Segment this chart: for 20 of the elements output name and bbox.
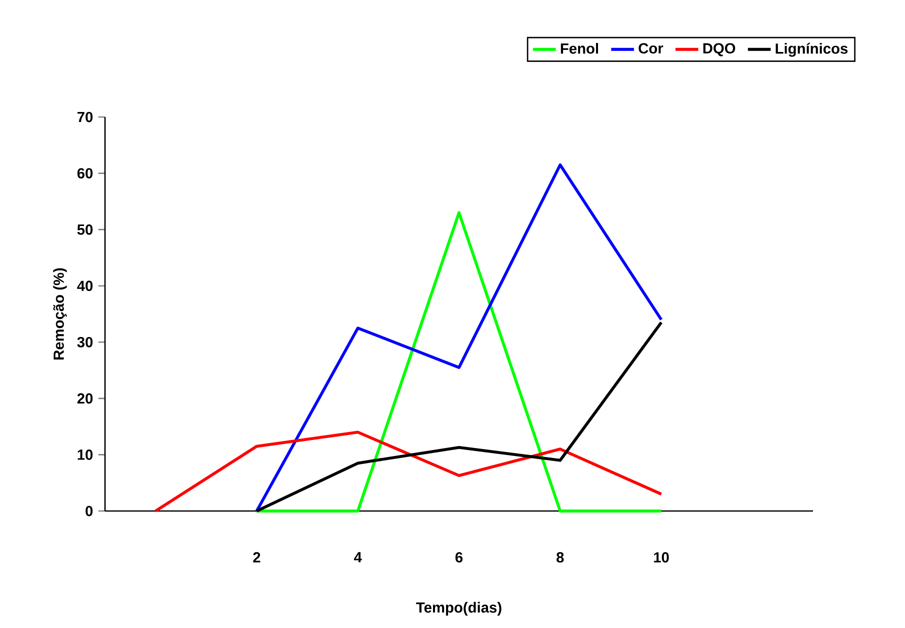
y-tick-label: 10 (78, 450, 93, 460)
line-series (154, 430, 663, 512)
legend-label: Cor (638, 43, 664, 54)
x-tick-label: 6 (455, 552, 463, 563)
y-tick-label: 50 (77, 224, 93, 235)
y-tick-label: 0 (86, 506, 93, 516)
y-tick-label: 60 (77, 168, 93, 178)
x-axis-title: Tempo(dias) (416, 602, 502, 616)
x-tick-label: 8 (556, 552, 564, 563)
x-tick-label: 4 (354, 552, 362, 562)
legend-label: Fenol (560, 42, 598, 54)
y-axis-title: Remoção (%) (53, 268, 67, 360)
x-tick-label: 10 (654, 552, 669, 563)
y-tick-label: 70 (77, 112, 93, 122)
x-tick-label: 2 (253, 552, 260, 562)
legend-label: Lignínicos (776, 42, 848, 57)
y-tick-label: 20 (77, 393, 93, 404)
legend-label: DQO (703, 43, 736, 56)
y-tick-label: 40 (77, 280, 93, 292)
y-tick-label: 30 (77, 336, 93, 348)
